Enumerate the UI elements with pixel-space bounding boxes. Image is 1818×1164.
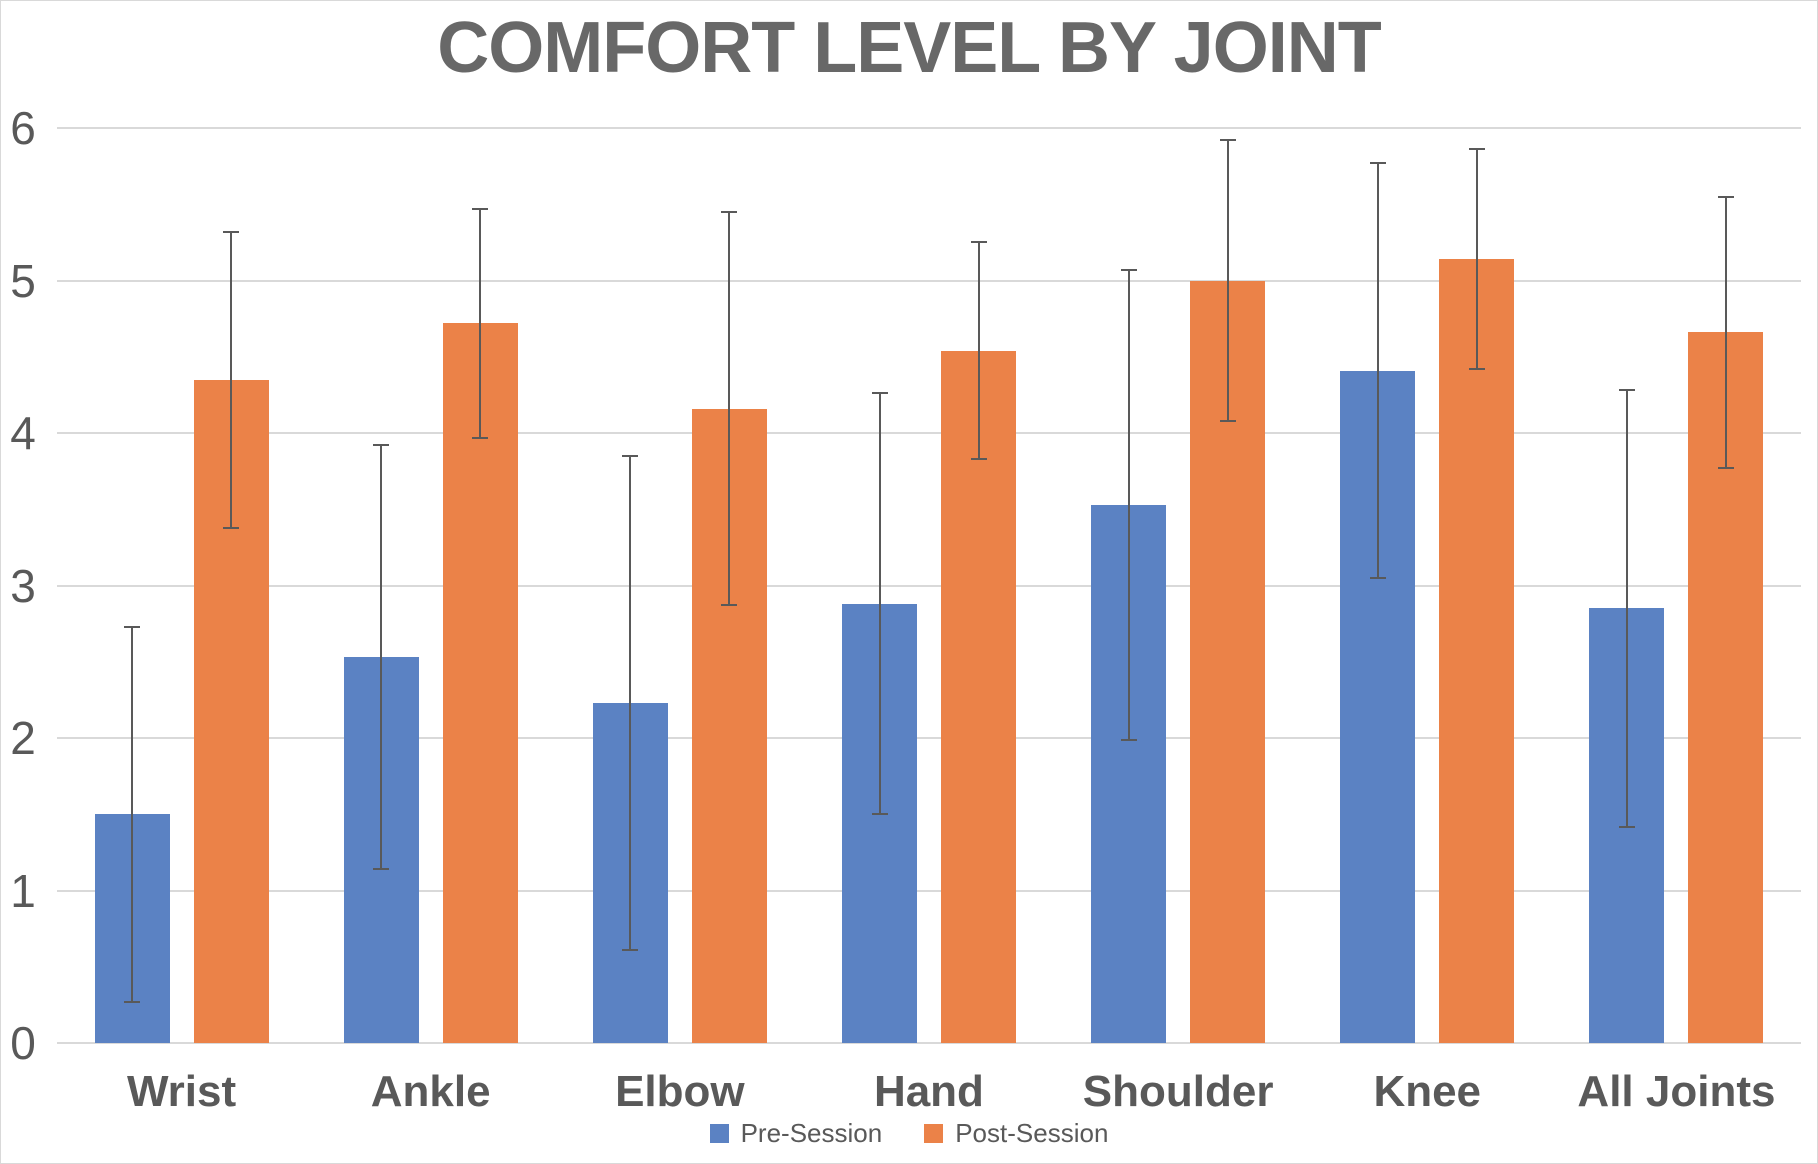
error-bar-cap: [124, 1000, 141, 1003]
error-bar-cap: [1369, 162, 1386, 165]
error-bar-cap: [1717, 467, 1734, 470]
legend-label: Post-Session: [955, 1118, 1109, 1148]
error-bar-cap: [1120, 268, 1137, 271]
legend-swatch-icon: [709, 1124, 729, 1143]
legend-item-post-session: Post-Session: [924, 1118, 1108, 1149]
chart-title: COMFORT LEVEL BY JOINT: [437, 8, 1381, 88]
error-bar-cap: [1618, 389, 1635, 392]
y-tick-label-0: 0: [10, 1017, 36, 1069]
x-category-label-hand: Hand: [873, 1067, 984, 1116]
error-bar-cap: [1219, 139, 1236, 142]
y-tick-label-5: 5: [10, 255, 36, 307]
error-bar: [1475, 149, 1478, 369]
error-bar-cap: [1618, 825, 1635, 828]
error-bar: [1724, 196, 1727, 468]
error-bar: [878, 393, 881, 815]
gridline-y3: [57, 585, 1801, 587]
error-bar: [977, 242, 980, 459]
x-category-label-wrist: Wrist: [126, 1067, 237, 1116]
bar-post-session-knee: [1439, 259, 1515, 1043]
error-bar-cap: [622, 949, 639, 951]
x-category-label-elbow: Elbow: [615, 1067, 745, 1116]
error-bar-cap: [871, 392, 888, 395]
legend-label: Pre-Session: [740, 1118, 883, 1148]
y-tick-label-4: 4: [10, 407, 36, 459]
error-bar: [380, 445, 383, 870]
error-bar: [1625, 390, 1628, 827]
gridline-y5: [57, 280, 1801, 282]
error-bar-cap: [970, 457, 987, 460]
error-bar-cap: [622, 454, 639, 457]
error-bar-cap: [1219, 419, 1236, 422]
error-bar-cap: [871, 813, 888, 816]
error-bar: [1127, 269, 1130, 740]
error-bar-cap: [970, 241, 987, 244]
error-bar-cap: [1717, 195, 1734, 198]
gridline-y4: [57, 432, 1801, 434]
error-bar-cap: [1120, 738, 1137, 741]
error-bar: [629, 455, 632, 950]
error-bar-cap: [373, 444, 390, 447]
error-bar-cap: [1468, 367, 1485, 370]
error-bar-cap: [223, 526, 240, 529]
error-bar-cap: [472, 436, 489, 439]
gridline-y0: [57, 1042, 1801, 1044]
error-bar-cap: [721, 210, 738, 213]
y-tick-label-3: 3: [10, 560, 36, 612]
x-category-label-knee: Knee: [1373, 1067, 1482, 1116]
error-bar-cap: [1369, 576, 1386, 579]
error-bar-cap: [124, 625, 141, 628]
gridline-y2: [57, 737, 1801, 739]
legend-item-pre-session: Pre-Session: [709, 1118, 883, 1149]
y-tick-label-2: 2: [10, 712, 36, 764]
bar-post-session-ankle: [442, 323, 518, 1043]
error-bar: [1226, 140, 1229, 421]
error-bar-cap: [721, 604, 738, 607]
error-bar: [728, 211, 731, 606]
legend-swatch-icon: [924, 1124, 944, 1143]
gridline-y6: [57, 127, 1801, 129]
legend: Pre-Session Post-Session: [1, 1118, 1817, 1149]
gridline-y1: [57, 890, 1801, 892]
error-bar-cap: [373, 868, 390, 871]
bar-post-session-hand: [941, 350, 1016, 1043]
y-tick-label-1: 1: [10, 865, 36, 917]
error-bar: [131, 626, 134, 1002]
error-bar: [479, 208, 482, 438]
y-tick-label-6: 6: [10, 102, 36, 154]
x-category-label-all-joints: All Joints: [1577, 1067, 1776, 1116]
error-bar: [230, 231, 233, 528]
error-bar-cap: [223, 230, 240, 233]
error-bar: [1376, 163, 1379, 578]
error-bar-cap: [1468, 148, 1485, 151]
x-category-label-ankle: Ankle: [370, 1067, 491, 1116]
error-bar-cap: [472, 207, 489, 210]
x-category-label-shoulder: Shoulder: [1082, 1067, 1274, 1116]
